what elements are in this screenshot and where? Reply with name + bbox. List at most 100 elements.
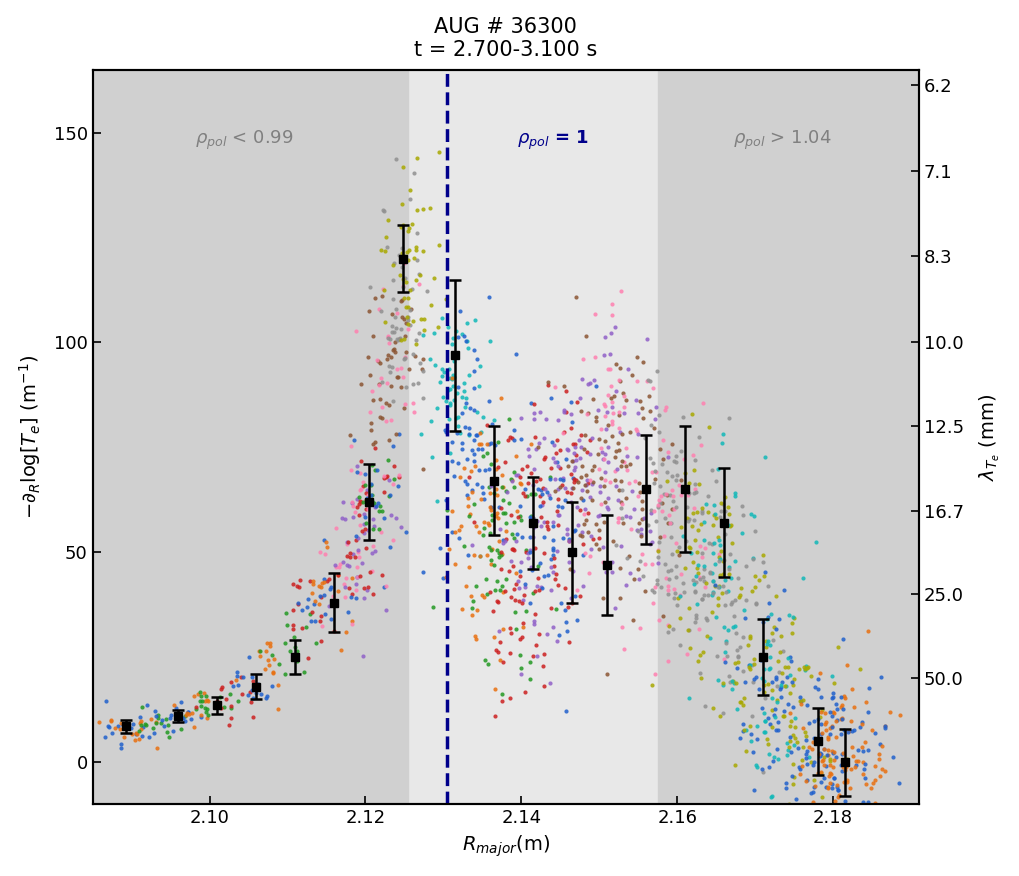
Point <box>649 543 665 557</box>
Point <box>469 405 485 419</box>
Point <box>494 622 511 636</box>
Point <box>578 329 594 343</box>
Point <box>270 657 286 671</box>
Point <box>460 488 476 502</box>
Point <box>386 256 403 270</box>
Point <box>449 329 466 343</box>
Point <box>572 450 588 464</box>
Point <box>629 350 645 364</box>
Point <box>254 687 270 701</box>
Point <box>520 546 536 560</box>
Point <box>211 690 227 704</box>
Point <box>107 721 123 735</box>
Point <box>438 570 454 584</box>
Point <box>728 618 744 632</box>
Point <box>747 821 763 835</box>
Point <box>843 714 859 728</box>
Point <box>416 323 432 337</box>
Point <box>507 622 524 636</box>
Point <box>398 300 415 314</box>
Point <box>699 613 715 627</box>
Point <box>664 623 681 637</box>
Point <box>687 477 703 491</box>
Point <box>825 746 842 760</box>
Point <box>812 666 828 680</box>
Point <box>556 426 573 440</box>
Point <box>493 392 510 406</box>
Point <box>383 307 399 321</box>
Point <box>252 649 268 663</box>
Point <box>369 353 385 367</box>
Point <box>818 723 835 737</box>
Point <box>711 538 728 552</box>
Point <box>712 709 729 723</box>
Point <box>839 773 855 787</box>
Point <box>722 571 739 585</box>
Point <box>297 666 313 680</box>
Point <box>705 536 721 550</box>
Point <box>284 576 301 590</box>
Point <box>764 625 781 639</box>
Point <box>639 374 655 388</box>
Point <box>523 396 539 410</box>
Point <box>356 517 372 531</box>
Point <box>356 590 372 604</box>
Point <box>833 758 849 772</box>
Point <box>645 381 661 395</box>
Point <box>591 462 607 476</box>
Point <box>730 654 746 668</box>
Point <box>761 662 777 676</box>
Point <box>630 489 646 503</box>
Point <box>745 745 761 759</box>
Point <box>400 300 417 314</box>
Point <box>821 776 838 790</box>
Point <box>803 669 819 683</box>
Point <box>569 500 585 514</box>
Point <box>325 589 341 603</box>
Point <box>341 581 358 595</box>
Point <box>745 553 761 567</box>
Point <box>146 726 162 740</box>
Point <box>401 283 418 297</box>
Point <box>871 738 888 752</box>
Point <box>702 631 718 645</box>
Point <box>858 777 874 791</box>
Point <box>568 473 584 487</box>
Point <box>488 463 504 477</box>
Point <box>308 636 324 650</box>
Point <box>557 704 574 718</box>
Point <box>526 397 542 411</box>
Point <box>467 459 483 473</box>
Point <box>483 553 499 567</box>
Point <box>785 678 801 692</box>
Point <box>686 486 702 500</box>
Point <box>692 667 708 681</box>
Point <box>352 518 368 532</box>
Point <box>156 719 172 733</box>
Point <box>452 519 469 533</box>
Point <box>148 717 164 731</box>
Point <box>198 705 214 719</box>
Point <box>806 754 822 768</box>
Point <box>814 841 830 855</box>
Point <box>696 515 712 529</box>
Point <box>337 580 354 594</box>
Point <box>625 484 641 498</box>
Point <box>607 472 624 486</box>
Point <box>603 379 620 393</box>
Point <box>551 479 568 493</box>
Point <box>532 498 548 512</box>
Point <box>357 467 373 481</box>
Point <box>158 712 174 726</box>
Point <box>838 804 854 818</box>
Point <box>527 487 543 501</box>
Point <box>511 510 527 524</box>
Point <box>693 518 709 532</box>
Point <box>356 526 372 540</box>
Point <box>392 220 409 234</box>
Point <box>826 676 843 690</box>
Point <box>710 550 727 564</box>
Point <box>383 350 399 364</box>
Point <box>488 643 504 657</box>
Point <box>287 640 304 654</box>
